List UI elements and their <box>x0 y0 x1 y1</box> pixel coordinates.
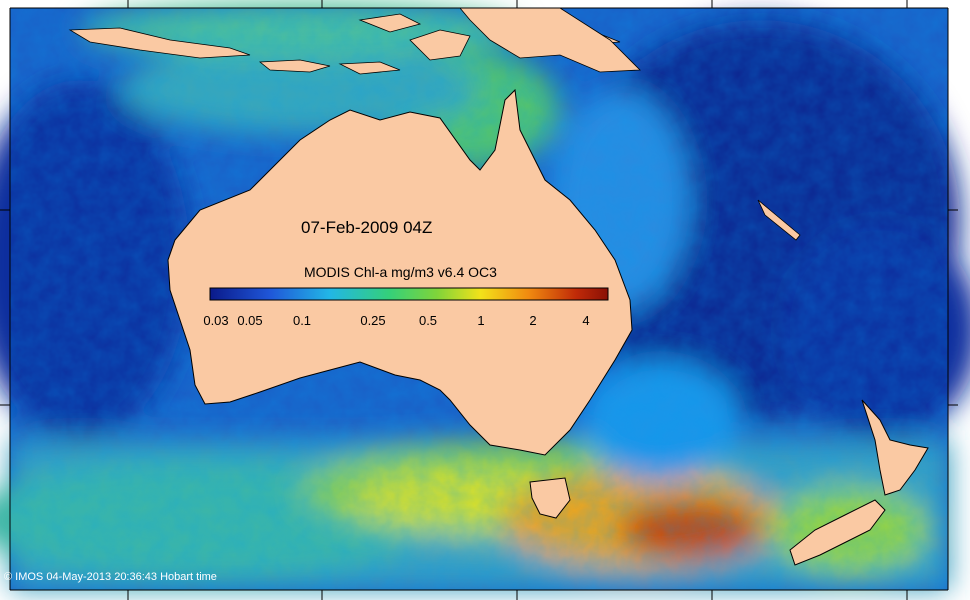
new-caledonia <box>757 199 801 241</box>
colorbar-tick-label: 2 <box>529 313 537 328</box>
map-date-label: 07-Feb-2009 04Z <box>301 218 433 237</box>
colorbar-tick-label: 0.05 <box>237 313 263 328</box>
indonesia-islands <box>68 13 621 75</box>
colorbar-tick-label: 1 <box>477 313 485 328</box>
tasmania <box>529 477 571 519</box>
new-zealand-north <box>861 399 929 496</box>
new-zealand-south <box>789 499 886 566</box>
australia-landmass <box>167 88 633 456</box>
credit-line: © IMOS 04-May-2013 20:36:43 Hobart time <box>4 571 217 583</box>
colorbar-tick-label: 0.25 <box>360 313 386 328</box>
colorbar-title: MODIS Chl-a mg/m3 v6.4 OC3 <box>304 264 497 280</box>
colorbar-tick-label: 0.1 <box>292 313 312 328</box>
colorbar-tick-label: 0.5 <box>418 313 438 328</box>
colorbar-tick-label: 4 <box>582 313 590 328</box>
colorbar-tick-label: 0.03 <box>203 313 229 328</box>
new-guinea <box>459 7 641 73</box>
colorbar <box>209 287 609 301</box>
